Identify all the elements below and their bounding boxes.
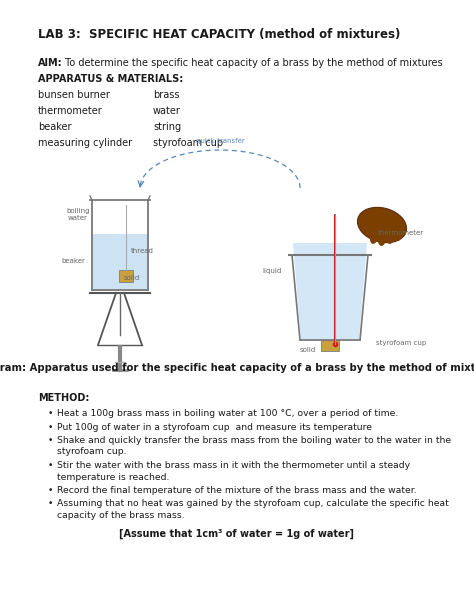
Text: •: • [48, 461, 54, 470]
Text: quick transfer: quick transfer [196, 138, 245, 144]
Text: beaker: beaker [38, 122, 72, 132]
Text: capacity of the brass mass.: capacity of the brass mass. [57, 511, 185, 520]
Text: •: • [48, 422, 54, 432]
Text: [Assume that 1cm³ of water = 1g of water]: [Assume that 1cm³ of water = 1g of water… [119, 528, 355, 539]
Text: Record the final temperature of the mixture of the brass mass and the water.: Record the final temperature of the mixt… [57, 486, 417, 495]
Text: styrofoam cup.: styrofoam cup. [57, 447, 127, 457]
Text: thread: thread [131, 248, 154, 254]
Text: AIM:: AIM: [38, 58, 63, 68]
Text: boiling
water: boiling water [66, 208, 90, 221]
Text: temperature is reached.: temperature is reached. [57, 473, 169, 481]
Text: Shake and quickly transfer the brass mass from the boiling water to the water in: Shake and quickly transfer the brass mas… [57, 436, 451, 445]
Bar [321, 340, 339, 351]
Text: bunsen burner: bunsen burner [38, 90, 110, 100]
Text: METHOD:: METHOD: [38, 393, 90, 403]
Text: liquid: liquid [263, 268, 282, 274]
Text: Assuming that no heat was gained by the styrofoam cup, calculate the specific he: Assuming that no heat was gained by the … [57, 500, 449, 509]
Text: thermometer: thermometer [38, 106, 103, 116]
Text: styrofoam cup: styrofoam cup [376, 340, 426, 346]
Text: •: • [48, 500, 54, 509]
Text: •: • [48, 486, 54, 495]
Text: solid: solid [124, 275, 140, 281]
Text: Heat a 100g brass mass in boiling water at 100 °C, over a period of time.: Heat a 100g brass mass in boiling water … [57, 409, 398, 418]
Ellipse shape [378, 232, 386, 246]
Text: beaker: beaker [61, 258, 85, 264]
Text: •: • [48, 409, 54, 418]
Bar [119, 270, 133, 282]
Text: Put 100g of water in a styrofoam cup  and measure its temperature: Put 100g of water in a styrofoam cup and… [57, 422, 372, 432]
Text: water: water [153, 106, 181, 116]
Text: To determine the specific heat capacity of a brass by the method of mixtures: To determine the specific heat capacity … [62, 58, 443, 68]
Text: APPARATUS & MATERIALS:: APPARATUS & MATERIALS: [38, 74, 183, 84]
Text: measuring cylinder: measuring cylinder [38, 138, 132, 148]
Ellipse shape [386, 230, 394, 244]
Text: brass: brass [153, 90, 180, 100]
Bar [93, 234, 147, 289]
Ellipse shape [394, 227, 402, 241]
Text: styrofoam cup: styrofoam cup [153, 138, 223, 148]
Text: Diagram: Apparatus used for the specific heat capacity of a brass by the method : Diagram: Apparatus used for the specific… [0, 363, 474, 373]
Text: solid: solid [300, 347, 316, 353]
Ellipse shape [370, 230, 378, 244]
Ellipse shape [357, 207, 407, 243]
Text: string: string [153, 122, 181, 132]
Text: LAB 3:  SPECIFIC HEAT CAPACITY (method of mixtures): LAB 3: SPECIFIC HEAT CAPACITY (method of… [38, 28, 401, 41]
Text: thermometer: thermometer [378, 230, 424, 236]
Polygon shape [293, 243, 367, 341]
Text: •: • [48, 436, 54, 445]
Text: Stir the water with the brass mass in it with the thermometer until a steady: Stir the water with the brass mass in it… [57, 461, 410, 470]
